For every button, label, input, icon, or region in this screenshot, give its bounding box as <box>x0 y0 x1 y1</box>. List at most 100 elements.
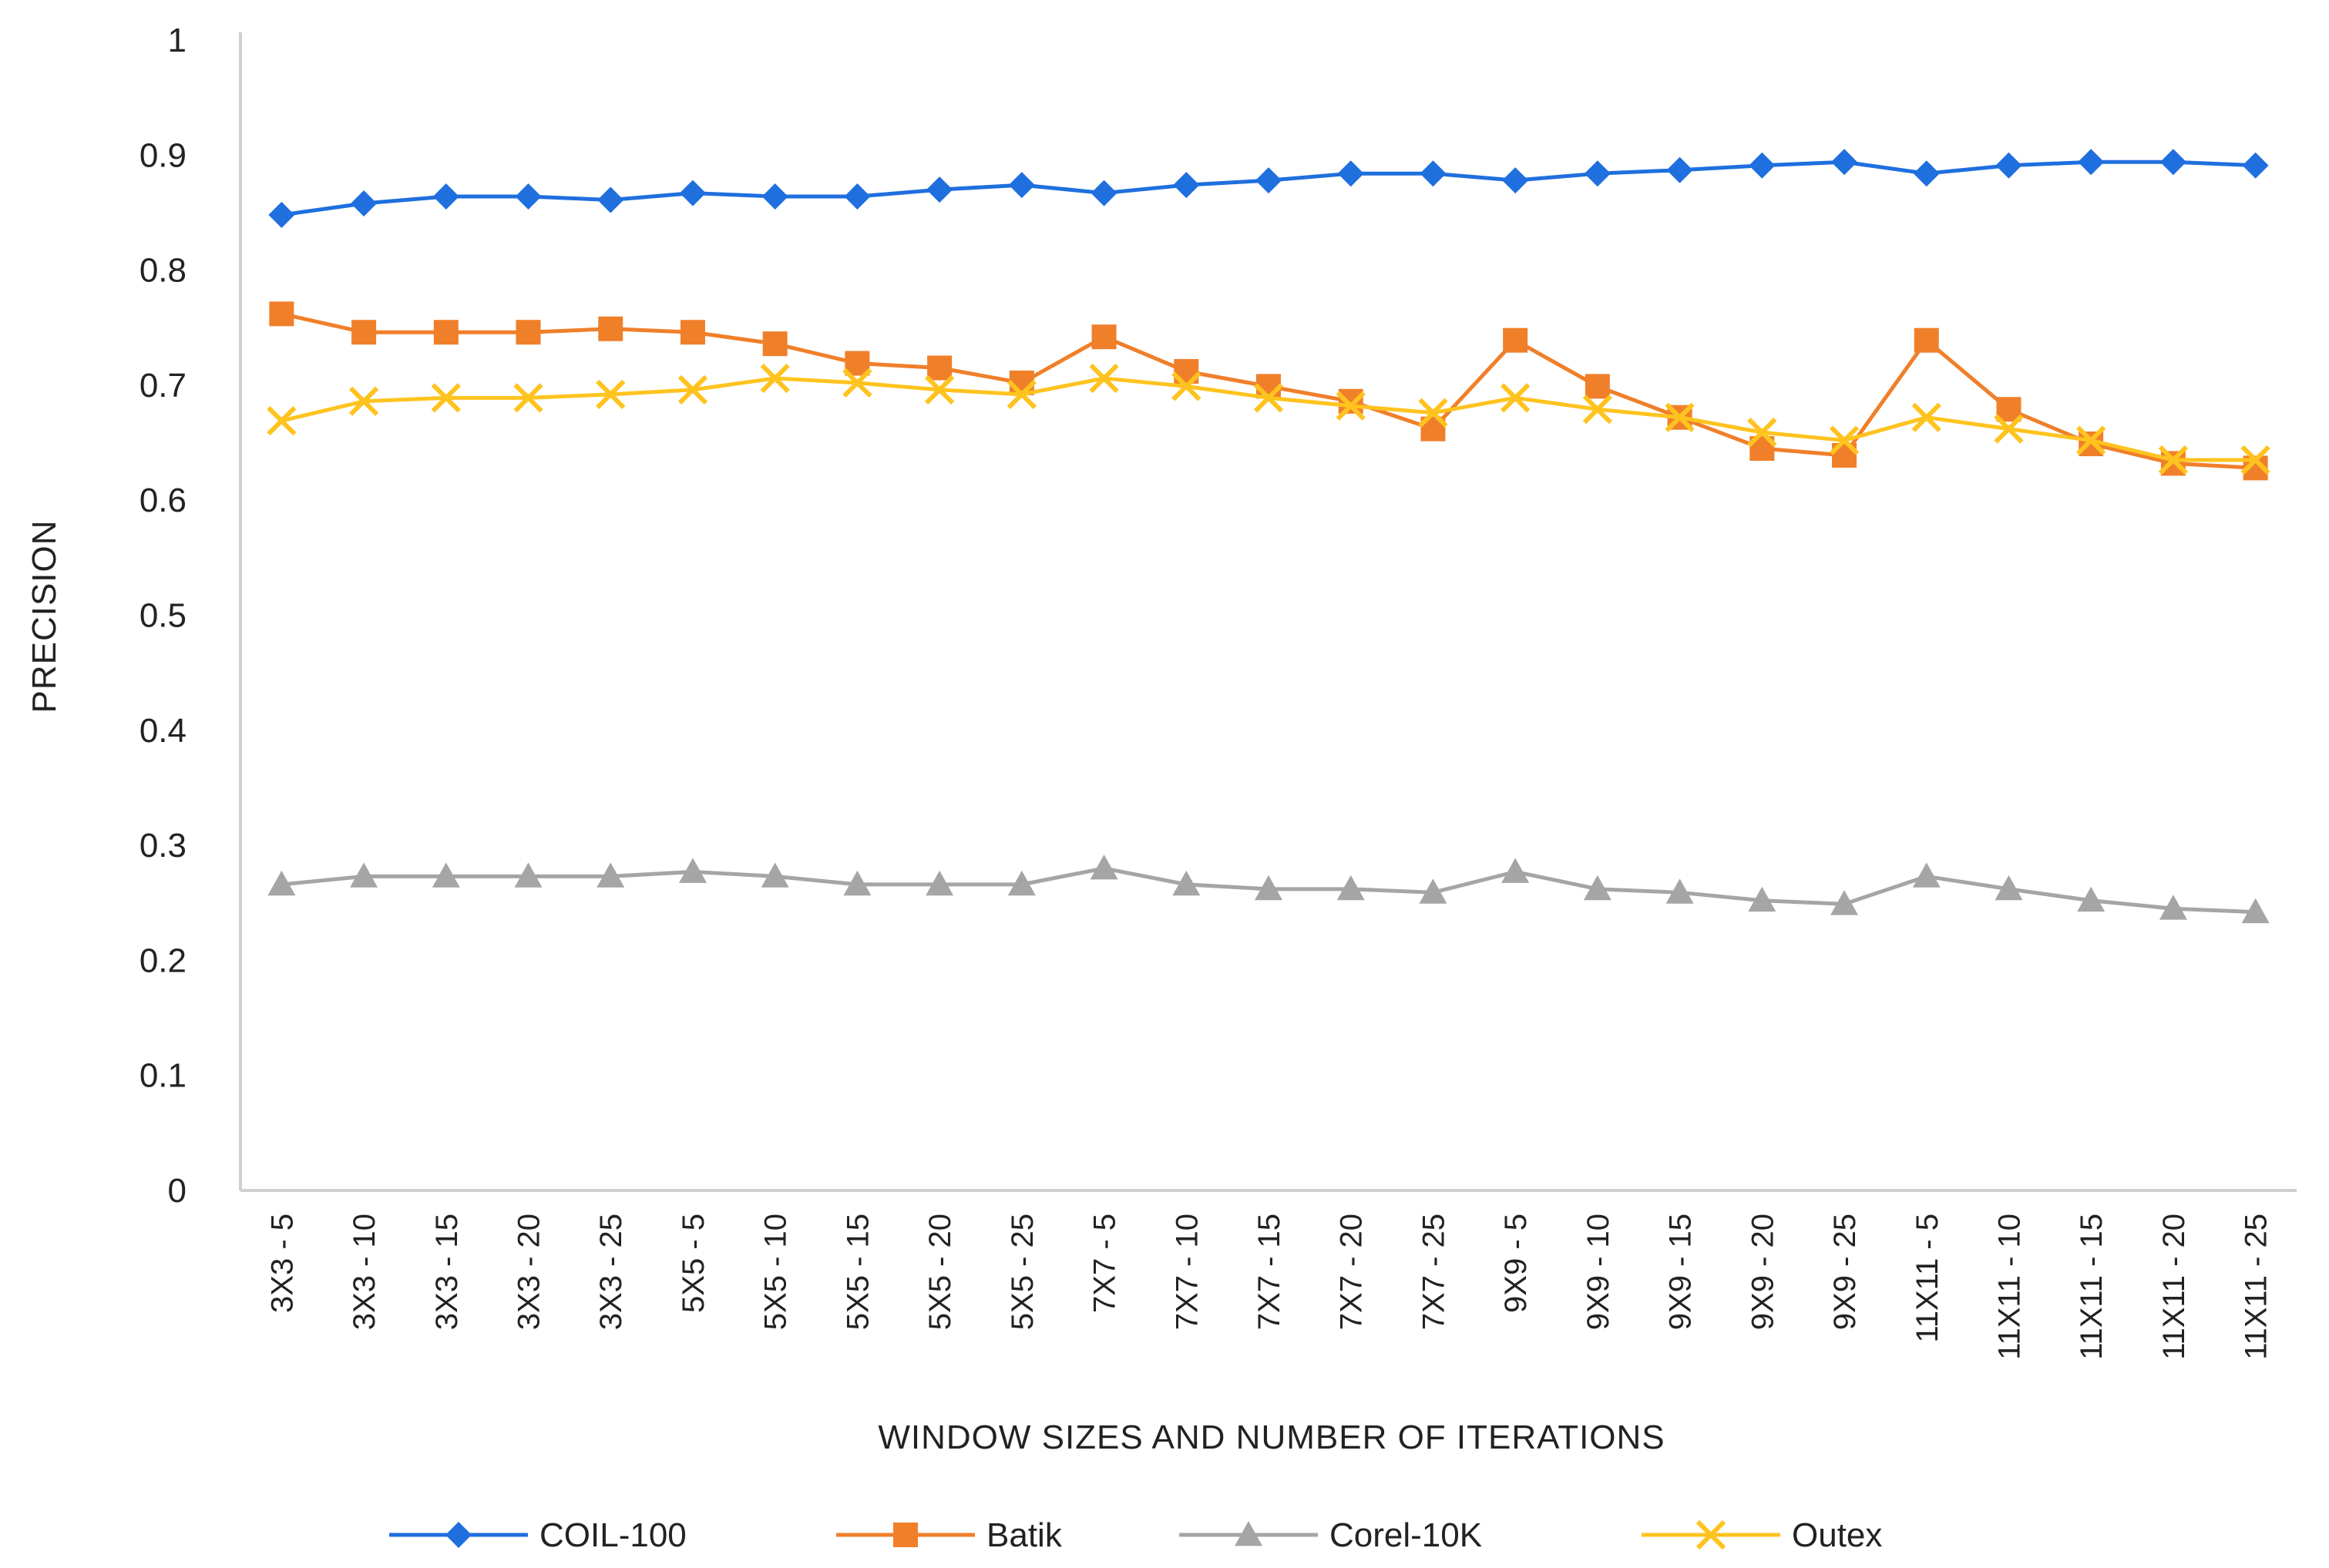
data-point-corel-10k <box>1912 862 1941 888</box>
x-tick-label: 7X7 - 15 <box>1252 1214 1286 1330</box>
data-point-coil-100 <box>351 190 378 217</box>
data-point-outex <box>924 374 955 405</box>
data-point-coil-100 <box>268 201 295 228</box>
data-point-coil-100 <box>1749 152 1776 179</box>
legend-label: COIL-100 <box>539 1516 687 1554</box>
x-tick-label: 9X9 - 5 <box>1499 1214 1533 1313</box>
data-point-coil-100 <box>926 176 953 203</box>
y-axis-title: PRECISION <box>25 519 63 713</box>
x-tick-label: 5X5 - 10 <box>759 1214 793 1330</box>
legend-label: Batik <box>986 1516 1063 1554</box>
data-point-corel-10k <box>350 862 378 888</box>
series-layer <box>267 149 2270 924</box>
data-point-corel-10k <box>2241 898 2270 924</box>
data-point-corel-10k <box>1665 878 1694 904</box>
legend-label: Outex <box>1792 1516 1882 1554</box>
x-tick-label: 11X11 - 15 <box>2075 1214 2109 1360</box>
x-tick-label: 7X7 - 10 <box>1170 1214 1204 1330</box>
data-point-coil-100 <box>1008 172 1035 199</box>
data-point-outex <box>1911 402 1941 432</box>
data-point-batik <box>927 355 953 381</box>
data-point-coil-100 <box>844 183 871 210</box>
data-point-coil-100 <box>1420 160 1447 187</box>
data-point-outex <box>2158 445 2189 475</box>
series-batik <box>269 301 2268 481</box>
data-point-corel-10k <box>514 862 543 888</box>
legend: COIL-100 Batik Corel-10K Outex <box>389 1516 1882 1554</box>
data-point-batik <box>516 320 541 345</box>
x-tick-label: 5X5 - 5 <box>677 1214 711 1313</box>
series-coil-100 <box>268 149 2269 228</box>
data-point-batik <box>1338 388 1363 414</box>
data-point-outex <box>1418 398 1448 428</box>
data-point-outex <box>1007 379 1037 409</box>
x-tick-label: 5X5 - 15 <box>841 1214 875 1330</box>
data-point-corel-10k <box>1172 870 1201 896</box>
data-point-outex <box>1665 402 1695 432</box>
data-point-corel-10k <box>678 858 707 883</box>
data-point-outex <box>1994 414 2024 444</box>
data-point-corel-10k <box>843 870 872 896</box>
data-point-coil-100 <box>1502 167 1529 194</box>
data-point-outex <box>1171 371 1201 401</box>
y-tick-label: 0 <box>168 1172 187 1210</box>
x-tick-label: 11X11 - 10 <box>1992 1214 2026 1360</box>
data-point-corel-10k <box>2077 886 2106 912</box>
x-tick-label: 5X5 - 20 <box>923 1214 957 1330</box>
data-point-outex <box>596 379 626 409</box>
data-point-corel-10k <box>597 862 625 888</box>
x-tick-label: 3X3 - 15 <box>430 1214 464 1330</box>
y-tick-label: 0.9 <box>139 136 187 174</box>
y-tick-label: 1 <box>168 22 187 59</box>
x-tick-label: 7X7 - 25 <box>1417 1214 1450 1330</box>
y-tick-label: 0.1 <box>139 1057 187 1095</box>
x-tick-label: 3X3 - 10 <box>348 1214 381 1330</box>
x-tick-label: 11X11 - 5 <box>1911 1214 1944 1343</box>
data-point-coil-100 <box>432 183 459 210</box>
data-point-batik <box>1091 324 1117 350</box>
x-tick-label: 9X9 - 20 <box>1746 1214 1780 1330</box>
data-point-coil-100 <box>1337 160 1364 187</box>
series-outex <box>267 363 2270 475</box>
y-tick-labels: 0 0.1 0.2 0.3 0.4 0.5 0.6 0.7 0.8 0.9 1 <box>139 22 187 1210</box>
x-tick-label: 3X3 - 25 <box>594 1214 628 1330</box>
data-point-outex <box>1747 417 1777 448</box>
data-point-outex <box>267 406 297 436</box>
data-point-corel-10k <box>432 862 460 888</box>
data-point-outex <box>1253 383 1284 413</box>
data-point-batik <box>1256 374 1281 399</box>
data-point-corel-10k <box>1419 878 1447 904</box>
x-tick-label: 9X9 - 15 <box>1664 1214 1698 1330</box>
data-point-coil-100 <box>1666 156 1693 183</box>
data-point-coil-100 <box>2078 149 2105 176</box>
y-tick-label: 0.7 <box>139 367 187 405</box>
data-point-batik <box>433 320 459 345</box>
y-tick-label: 0.4 <box>139 712 187 750</box>
legend-swatch-marker <box>893 1523 918 1547</box>
data-point-outex <box>2240 445 2270 475</box>
data-point-corel-10k <box>1830 890 1859 915</box>
x-tick-label: 11X11 - 25 <box>2240 1214 2274 1360</box>
x-tick-label: 3X3 - 5 <box>265 1214 299 1313</box>
data-point-batik <box>1585 374 1610 399</box>
y-tick-label: 0.6 <box>139 482 187 519</box>
x-axis-title: WINDOW SIZES AND NUMBER OF ITERATIONS <box>878 1419 1665 1456</box>
y-tick-label: 0.3 <box>139 827 187 865</box>
data-point-outex <box>760 363 790 394</box>
data-point-corel-10k <box>1007 870 1036 896</box>
data-point-coil-100 <box>597 186 624 213</box>
data-point-batik <box>762 331 788 357</box>
legend-item-batik: Batik <box>836 1516 1063 1554</box>
data-point-outex <box>1336 391 1366 421</box>
legend-label: Corel-10K <box>1329 1516 1482 1554</box>
x-tick-label: 7X7 - 20 <box>1335 1214 1369 1330</box>
legend-swatch-marker <box>1235 1521 1262 1546</box>
series-corel-10k <box>267 854 2270 924</box>
data-point-batik <box>1914 327 1939 353</box>
x-tick-label: 9X9 - 25 <box>1828 1214 1862 1330</box>
data-point-batik <box>680 320 705 345</box>
legend-item-corel-10k: Corel-10K <box>1179 1516 1482 1554</box>
y-tick-label: 0.5 <box>139 597 187 635</box>
legend-item-outex: Outex <box>1642 1516 1882 1554</box>
